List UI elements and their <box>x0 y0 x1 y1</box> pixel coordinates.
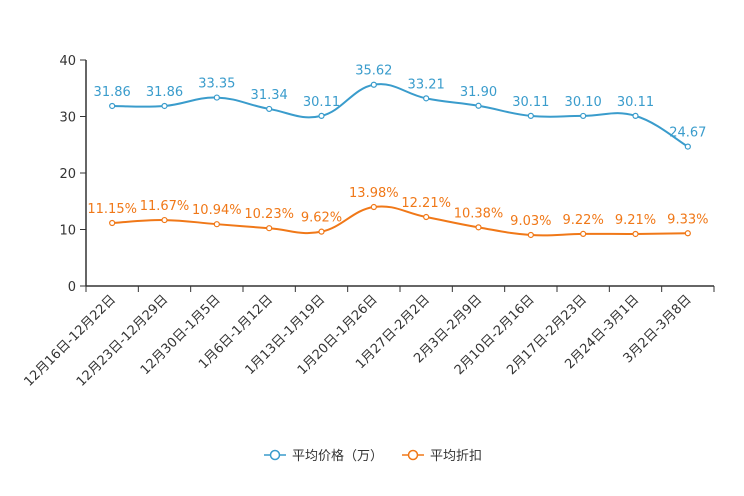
y-tick-label: 30 <box>59 111 76 126</box>
data-label: 30.10 <box>565 95 602 110</box>
data-label: 9.03% <box>510 214 551 229</box>
data-point <box>475 102 482 109</box>
data-label: 35.62 <box>355 64 392 79</box>
data-point <box>423 213 430 221</box>
data-label: 11.67% <box>140 199 190 214</box>
data-point <box>475 224 482 231</box>
data-point <box>527 112 534 119</box>
y-tick-label: 40 <box>59 54 76 69</box>
data-label: 13.98% <box>349 186 399 201</box>
series-1: 31.86 31.86 33.35 31.34 30.11 35.62 33.21 31.90… <box>94 64 706 150</box>
data-point <box>527 231 534 239</box>
data-point <box>318 112 325 119</box>
x-tick-label: 12月16日-12月22日 <box>22 292 119 389</box>
data-label: 31.90 <box>460 85 497 100</box>
data-point <box>109 102 116 110</box>
data-point <box>632 112 639 119</box>
data-label: 9.62% <box>301 211 342 226</box>
data-point <box>161 216 168 224</box>
data-label: 9.22% <box>563 213 604 228</box>
data-point <box>423 95 430 102</box>
data-point <box>580 112 587 120</box>
data-label: 30.11 <box>512 95 549 110</box>
data-point <box>161 102 168 110</box>
data-point <box>109 219 116 227</box>
data-point <box>632 230 639 238</box>
data-point <box>370 203 377 211</box>
data-label: 31.86 <box>146 85 183 100</box>
data-label: 10.23% <box>244 207 294 222</box>
legend-marker <box>269 449 281 461</box>
data-label: 33.35 <box>198 77 235 92</box>
data-label: 31.34 <box>251 88 288 103</box>
x-tick-label: 12月23日-12月29日 <box>74 292 171 389</box>
y-tick-label: 10 <box>59 224 76 239</box>
data-point <box>580 230 587 238</box>
data-label: 30.11 <box>617 95 654 110</box>
data-point <box>370 81 377 88</box>
series-2-line <box>112 205 688 237</box>
data-label: 24.67 <box>669 126 706 141</box>
y-tick-label: 0 <box>68 280 76 295</box>
data-point <box>684 143 691 150</box>
data-label: 10.38% <box>454 206 504 221</box>
data-label: 9.33% <box>667 212 708 227</box>
data-label: 31.86 <box>94 85 131 100</box>
data-point <box>266 105 273 113</box>
data-label: 12.21% <box>401 196 451 211</box>
legend[interactable]: 平均价格（万） 平均折扣 <box>264 448 482 464</box>
data-point <box>266 225 273 232</box>
legend-item-1[interactable]: 平均价格（万） <box>264 448 383 464</box>
legend-marker <box>407 449 419 461</box>
data-label: 11.15% <box>87 202 137 217</box>
data-label: 10.94% <box>192 203 242 218</box>
data-point <box>318 228 325 235</box>
data-point <box>684 230 691 237</box>
data-label: 30.11 <box>303 95 340 110</box>
legend-label: 平均折扣 <box>430 449 482 464</box>
series-layer: 31.86 31.86 33.35 31.34 30.11 35.62 33.21 31.90… <box>87 64 708 239</box>
data-label: 9.21% <box>615 213 656 228</box>
data-label: 33.21 <box>408 77 445 92</box>
data-point <box>213 94 220 101</box>
series-2: 11.15% 11.67% 10.94% 10.23% 9.62% 13.98%12.21… <box>87 186 708 239</box>
legend-item-2[interactable]: 平均折扣 <box>402 449 482 464</box>
data-point <box>213 221 220 228</box>
y-tick-label: 20 <box>59 167 76 182</box>
series-1-line <box>112 83 689 148</box>
legend-label: 平均价格（万） <box>292 448 383 464</box>
